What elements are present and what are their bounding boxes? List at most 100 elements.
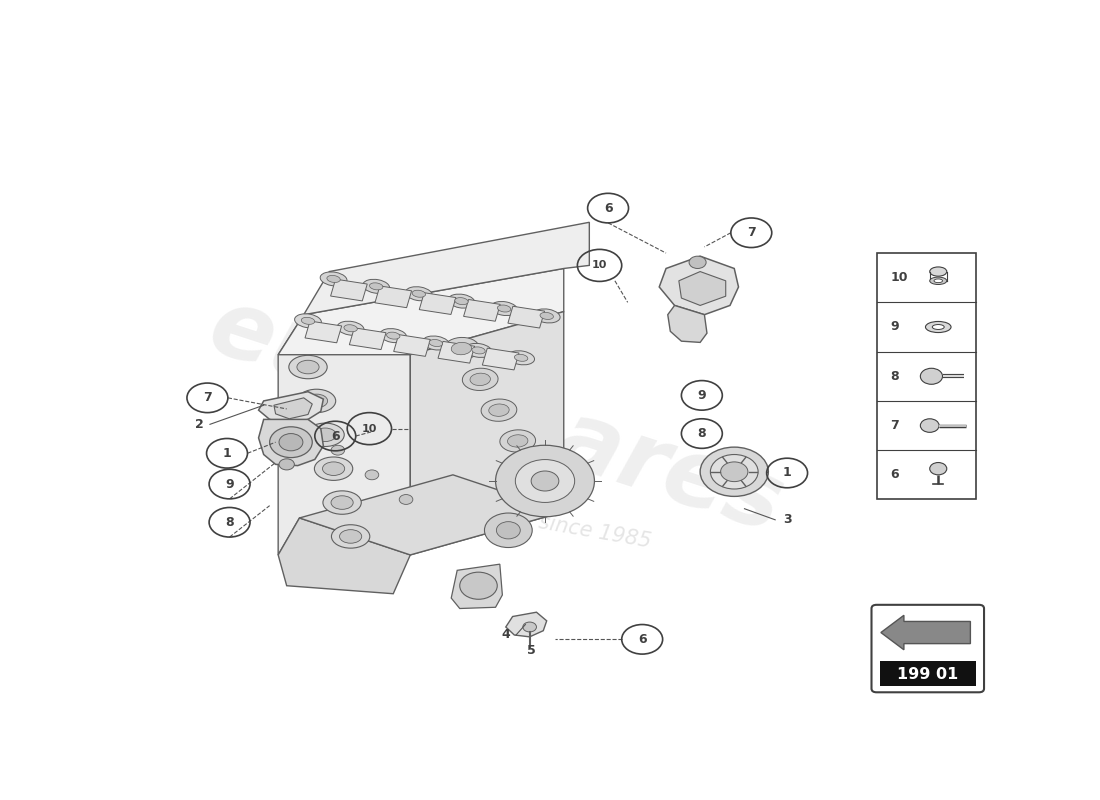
Circle shape (279, 434, 302, 451)
Ellipse shape (465, 343, 492, 358)
Text: eurospares: eurospares (197, 280, 794, 552)
Text: 7: 7 (747, 226, 756, 239)
Text: 7: 7 (890, 419, 899, 432)
Text: 10: 10 (890, 271, 908, 284)
Circle shape (279, 459, 295, 470)
Polygon shape (508, 306, 544, 328)
Text: 199 01: 199 01 (898, 666, 958, 682)
Polygon shape (463, 299, 500, 322)
Polygon shape (331, 279, 367, 301)
Polygon shape (451, 564, 503, 609)
Circle shape (531, 471, 559, 491)
Text: 1: 1 (783, 466, 792, 479)
Ellipse shape (323, 491, 361, 514)
Polygon shape (438, 342, 475, 363)
Ellipse shape (534, 309, 560, 323)
Circle shape (484, 513, 532, 547)
Ellipse shape (386, 332, 400, 339)
Ellipse shape (429, 339, 442, 346)
Text: 9: 9 (697, 389, 706, 402)
Polygon shape (679, 271, 726, 306)
Ellipse shape (470, 373, 491, 386)
Ellipse shape (338, 322, 364, 335)
Ellipse shape (518, 461, 554, 483)
Ellipse shape (526, 466, 547, 478)
Ellipse shape (448, 294, 475, 308)
Circle shape (270, 426, 312, 458)
Circle shape (496, 522, 520, 539)
Ellipse shape (315, 457, 353, 480)
Ellipse shape (370, 283, 383, 290)
Ellipse shape (515, 354, 528, 362)
Polygon shape (304, 222, 590, 314)
Ellipse shape (379, 329, 407, 342)
Circle shape (460, 572, 497, 599)
Text: 9: 9 (890, 321, 899, 334)
Ellipse shape (331, 525, 370, 548)
Ellipse shape (327, 275, 340, 282)
Text: 9: 9 (226, 478, 234, 490)
Text: 6: 6 (638, 633, 647, 646)
Polygon shape (659, 256, 738, 314)
Ellipse shape (412, 290, 426, 298)
Ellipse shape (297, 360, 319, 374)
Polygon shape (258, 392, 323, 424)
Ellipse shape (443, 338, 480, 360)
Ellipse shape (363, 279, 389, 294)
Circle shape (711, 454, 758, 489)
Text: 6: 6 (604, 202, 613, 214)
Ellipse shape (930, 267, 947, 276)
Polygon shape (299, 475, 563, 555)
Circle shape (365, 470, 378, 480)
Ellipse shape (320, 272, 346, 286)
Text: a passion for parts since 1985: a passion for parts since 1985 (339, 478, 652, 552)
Ellipse shape (340, 530, 362, 543)
Polygon shape (274, 398, 312, 418)
Ellipse shape (540, 312, 553, 319)
Polygon shape (350, 328, 386, 350)
Ellipse shape (301, 318, 315, 324)
Ellipse shape (306, 394, 328, 408)
Ellipse shape (297, 390, 336, 413)
Ellipse shape (499, 430, 536, 452)
Ellipse shape (314, 428, 337, 442)
Ellipse shape (481, 399, 517, 422)
Polygon shape (278, 314, 410, 555)
Ellipse shape (451, 342, 472, 354)
Text: 8: 8 (890, 370, 899, 382)
Polygon shape (394, 334, 430, 356)
Text: 4: 4 (502, 629, 510, 642)
Ellipse shape (934, 279, 943, 282)
Ellipse shape (422, 336, 449, 350)
Text: 8: 8 (697, 427, 706, 440)
Ellipse shape (491, 302, 517, 315)
Bar (880, 661, 976, 686)
Circle shape (689, 256, 706, 269)
Polygon shape (668, 306, 707, 342)
Ellipse shape (462, 368, 498, 390)
Ellipse shape (925, 322, 952, 333)
Polygon shape (375, 286, 411, 308)
Ellipse shape (508, 350, 535, 365)
Ellipse shape (488, 404, 509, 416)
Ellipse shape (472, 347, 485, 354)
Polygon shape (482, 348, 519, 370)
Polygon shape (305, 321, 342, 342)
Ellipse shape (295, 314, 321, 328)
Text: 8: 8 (226, 516, 234, 529)
Polygon shape (506, 612, 547, 637)
Ellipse shape (930, 277, 947, 285)
Circle shape (515, 459, 574, 502)
Text: 2: 2 (195, 418, 204, 431)
Text: 6: 6 (890, 468, 899, 482)
Ellipse shape (344, 325, 358, 332)
Circle shape (921, 418, 939, 432)
FancyBboxPatch shape (871, 605, 984, 692)
Polygon shape (419, 293, 455, 314)
Ellipse shape (507, 434, 528, 447)
Circle shape (331, 446, 344, 455)
Text: 10: 10 (592, 261, 607, 270)
Polygon shape (278, 269, 563, 354)
Ellipse shape (454, 298, 469, 305)
Circle shape (399, 494, 412, 505)
